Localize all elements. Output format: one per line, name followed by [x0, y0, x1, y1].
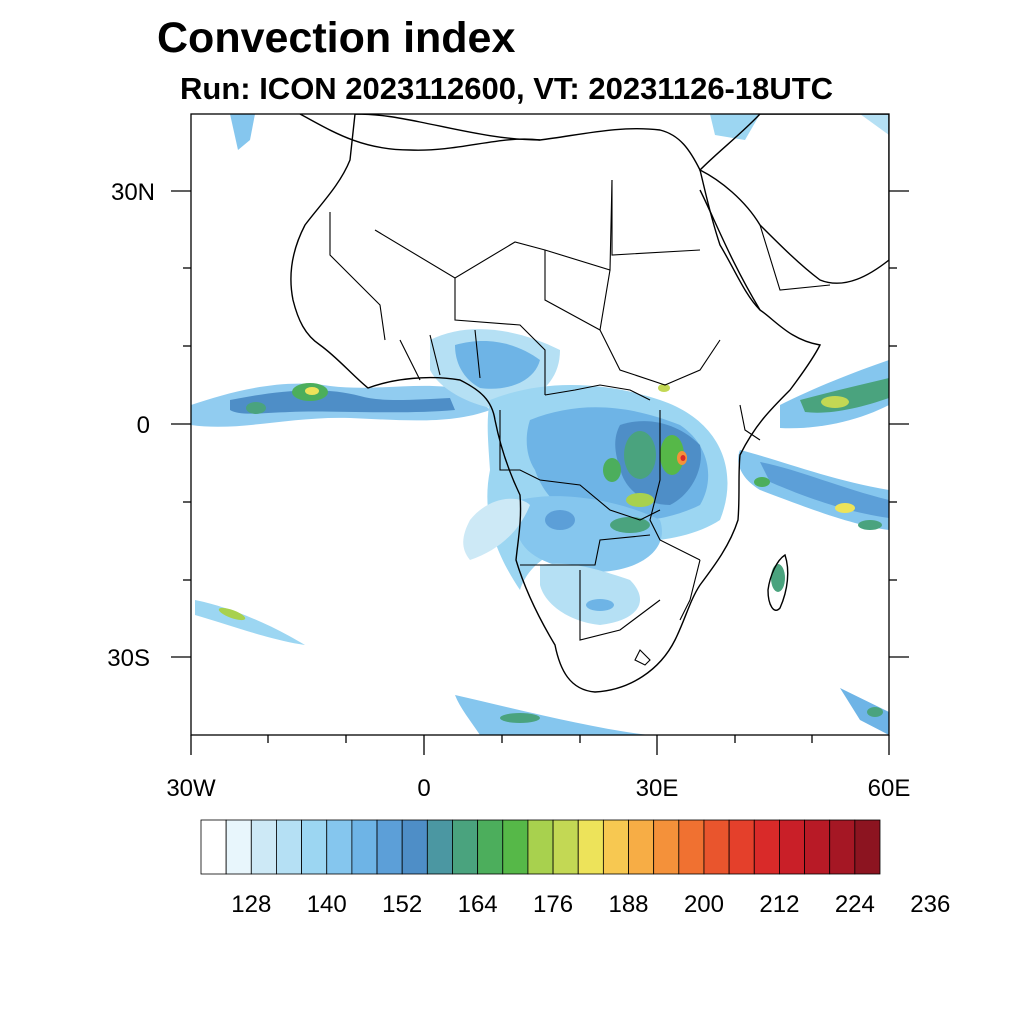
coastlines [290, 114, 889, 693]
mediterranean-coast [299, 114, 541, 151]
field-cell [624, 431, 656, 479]
field-cell [867, 707, 883, 717]
colorbar-swatch [477, 819, 504, 875]
country-borders [329, 179, 831, 666]
field-madagascar [771, 564, 785, 592]
colorbar-swatch [829, 819, 856, 875]
colorbar-swatch [326, 819, 353, 875]
colorbar-swatch [200, 819, 227, 875]
africa-coastline [290, 114, 822, 693]
colorbar-tick-label: 212 [759, 891, 799, 918]
colorbar-swatch [301, 819, 328, 875]
colorbar-swatch [351, 819, 378, 875]
colorbar-swatch [225, 819, 252, 875]
lat-tick-label-30s: 30S [107, 645, 150, 672]
colorbar-swatch [376, 819, 403, 875]
colorbar-swatch [602, 819, 629, 875]
madagascar-coast [767, 553, 789, 611]
colorbar-swatch [703, 819, 730, 875]
field-south-atlantic-streak [195, 600, 305, 645]
colorbar-tick-label: 236 [910, 891, 950, 918]
colorbar-tick-label: 128 [231, 891, 271, 918]
field-cell [680, 455, 686, 461]
field-north-2 [710, 114, 760, 140]
colorbar-swatch [426, 819, 453, 875]
field-cell [603, 458, 621, 482]
field-southern-africa [540, 563, 640, 625]
field-indian-ocean-south-core [760, 462, 889, 518]
red-sea-line [699, 189, 761, 311]
colorbar-tick-label: 200 [684, 891, 724, 918]
colorbar-tick-label: 188 [608, 891, 648, 918]
colorbar-tick-label: 140 [307, 891, 347, 918]
colorbar-tick-label: 176 [533, 891, 573, 918]
map-title: Convection index [157, 14, 516, 62]
field-west-africa-core [455, 340, 540, 389]
colorbar [200, 819, 881, 875]
colorbar-tick-label: 152 [382, 891, 422, 918]
field-cell [821, 396, 849, 408]
colorbar-tick-label: 164 [458, 891, 498, 918]
colorbar-tick-label: 224 [835, 891, 875, 918]
colorbar-swatch [728, 819, 755, 875]
field-se-atlantic [463, 498, 530, 560]
colorbar-swatch [502, 819, 529, 875]
colorbar-swatch [250, 819, 277, 875]
lon-tick-label-30e: 30E [636, 775, 679, 802]
field-atlantic-yellow [305, 387, 319, 395]
field-cell [246, 402, 266, 414]
colorbar-swatch [276, 819, 302, 875]
lon-tick-label-0: 0 [417, 775, 430, 802]
colorbar-swatch [779, 819, 805, 875]
colorbar-labels: 128 140 152 164 176 188 200 212 224 236 [231, 891, 950, 918]
field-cell [545, 510, 575, 530]
colorbar-swatch [804, 819, 831, 875]
map-subtitle: Run: ICON 2023112600, VT: 20231126-18UTC [180, 71, 834, 106]
colorbar-swatch [527, 819, 554, 875]
colorbar-swatch [401, 819, 428, 875]
field-cell [626, 493, 654, 507]
axis-ticks [171, 190, 909, 755]
colorbar-swatch [628, 819, 655, 875]
field-cell [218, 607, 246, 621]
colorbar-swatch [552, 819, 579, 875]
convection-field [191, 114, 889, 735]
colorbar-swatch [854, 819, 881, 875]
field-southern-ocean [455, 695, 650, 735]
field-north-3 [860, 114, 889, 135]
colorbar-swatch [577, 819, 604, 875]
field-cell [858, 520, 882, 530]
lat-tick-labels: 30N 0 30S [107, 179, 155, 672]
field-cell [835, 503, 855, 513]
field-cell [586, 599, 614, 611]
field-southern-ocean-east [840, 688, 889, 735]
lat-tick-label-0: 0 [137, 412, 150, 439]
field-cell [500, 713, 540, 723]
lat-tick-label-30n: 30N [111, 179, 155, 206]
lon-tick-label-60e: 60E [868, 775, 911, 802]
colorbar-swatch [452, 819, 479, 875]
field-north-1 [230, 114, 255, 150]
colorbar-swatch [678, 819, 705, 875]
colorbar-swatch [753, 819, 780, 875]
field-cell [754, 477, 770, 487]
field-atlantic-core [230, 390, 455, 414]
arabia-coast [698, 114, 889, 284]
colorbar-swatch [653, 819, 680, 875]
lon-tick-labels: 30W 0 30E 60E [166, 775, 910, 802]
field-cell [610, 517, 650, 533]
lon-tick-label-30w: 30W [166, 775, 216, 802]
field-cell [658, 384, 670, 392]
field-cell [660, 435, 684, 475]
